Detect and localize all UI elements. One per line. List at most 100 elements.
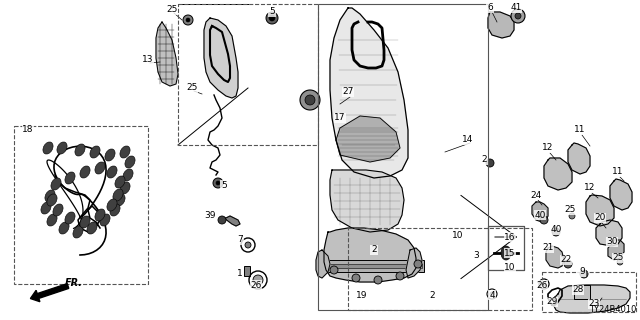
Bar bbox=[574, 285, 590, 299]
Text: 10: 10 bbox=[452, 230, 464, 239]
Text: 41: 41 bbox=[510, 4, 522, 12]
Polygon shape bbox=[324, 228, 416, 282]
Ellipse shape bbox=[105, 149, 115, 161]
Circle shape bbox=[396, 272, 404, 280]
Text: 2: 2 bbox=[371, 245, 377, 254]
Circle shape bbox=[569, 213, 575, 219]
Polygon shape bbox=[546, 246, 564, 268]
Ellipse shape bbox=[125, 156, 135, 168]
Polygon shape bbox=[596, 220, 622, 246]
Ellipse shape bbox=[41, 202, 51, 214]
Bar bbox=[14, 126, 148, 284]
Circle shape bbox=[330, 266, 338, 274]
Text: 39: 39 bbox=[204, 211, 216, 220]
Circle shape bbox=[352, 274, 360, 282]
Polygon shape bbox=[544, 158, 572, 190]
Text: 25: 25 bbox=[186, 84, 198, 92]
Bar bbox=[488, 226, 524, 270]
Text: 5: 5 bbox=[221, 180, 227, 189]
Circle shape bbox=[374, 276, 382, 284]
Ellipse shape bbox=[95, 162, 105, 174]
Ellipse shape bbox=[43, 142, 53, 154]
Text: 21: 21 bbox=[542, 244, 554, 252]
Text: 2: 2 bbox=[481, 156, 487, 164]
Ellipse shape bbox=[47, 214, 57, 226]
Polygon shape bbox=[586, 195, 614, 226]
Text: 3: 3 bbox=[473, 251, 479, 260]
Bar bbox=[488, 226, 524, 270]
Circle shape bbox=[300, 90, 320, 110]
Text: 14: 14 bbox=[462, 135, 474, 145]
Circle shape bbox=[490, 292, 494, 296]
Ellipse shape bbox=[65, 212, 75, 224]
Text: 12: 12 bbox=[542, 143, 554, 153]
Polygon shape bbox=[568, 143, 590, 174]
Circle shape bbox=[542, 282, 546, 286]
Circle shape bbox=[266, 12, 278, 24]
Polygon shape bbox=[488, 12, 514, 38]
Polygon shape bbox=[554, 285, 630, 313]
Text: 25: 25 bbox=[564, 205, 576, 214]
Ellipse shape bbox=[107, 199, 117, 211]
Bar bbox=[542, 272, 636, 312]
FancyArrow shape bbox=[31, 284, 68, 302]
Text: 2: 2 bbox=[429, 291, 435, 300]
Text: 11: 11 bbox=[574, 125, 586, 134]
Bar bbox=[324, 260, 424, 272]
Text: 10: 10 bbox=[504, 262, 516, 271]
Text: 11: 11 bbox=[612, 167, 624, 177]
Ellipse shape bbox=[123, 169, 133, 181]
Ellipse shape bbox=[115, 176, 125, 188]
Polygon shape bbox=[204, 18, 238, 98]
Bar bbox=[348, 228, 532, 310]
Text: 19: 19 bbox=[356, 291, 368, 300]
Polygon shape bbox=[336, 116, 400, 162]
Circle shape bbox=[414, 260, 422, 268]
Ellipse shape bbox=[80, 216, 90, 228]
Text: 30: 30 bbox=[606, 237, 618, 246]
Polygon shape bbox=[406, 248, 422, 278]
Bar bbox=[318, 4, 488, 310]
Bar bbox=[244, 266, 250, 276]
Circle shape bbox=[564, 260, 572, 268]
Polygon shape bbox=[330, 8, 408, 178]
Circle shape bbox=[216, 181, 220, 185]
Text: 40: 40 bbox=[534, 211, 546, 220]
Text: 40: 40 bbox=[550, 226, 562, 235]
Text: 4: 4 bbox=[489, 291, 495, 300]
Ellipse shape bbox=[80, 166, 90, 178]
Text: 6: 6 bbox=[487, 4, 493, 12]
Ellipse shape bbox=[100, 214, 110, 226]
Polygon shape bbox=[316, 250, 330, 278]
Circle shape bbox=[213, 178, 223, 188]
Text: 1: 1 bbox=[237, 268, 243, 277]
Circle shape bbox=[183, 15, 193, 25]
Text: 15: 15 bbox=[504, 249, 516, 258]
Text: 17: 17 bbox=[334, 114, 346, 123]
Circle shape bbox=[218, 216, 226, 224]
Ellipse shape bbox=[45, 190, 55, 202]
Circle shape bbox=[511, 9, 525, 23]
Text: 18: 18 bbox=[22, 125, 34, 134]
Ellipse shape bbox=[90, 146, 100, 158]
Polygon shape bbox=[608, 240, 624, 260]
Ellipse shape bbox=[47, 194, 57, 206]
Ellipse shape bbox=[65, 172, 75, 184]
Ellipse shape bbox=[73, 226, 83, 238]
Polygon shape bbox=[330, 170, 404, 232]
Circle shape bbox=[552, 228, 560, 236]
Text: 9: 9 bbox=[579, 268, 585, 276]
Ellipse shape bbox=[115, 194, 125, 206]
Polygon shape bbox=[610, 179, 632, 210]
Text: 25: 25 bbox=[612, 253, 624, 262]
Ellipse shape bbox=[120, 182, 130, 194]
Circle shape bbox=[253, 275, 263, 285]
Text: 23: 23 bbox=[588, 300, 600, 308]
Polygon shape bbox=[156, 22, 178, 86]
Text: 24: 24 bbox=[531, 190, 541, 199]
Ellipse shape bbox=[120, 146, 130, 158]
Text: 12: 12 bbox=[584, 183, 596, 193]
Text: 26: 26 bbox=[536, 281, 548, 290]
Text: 16: 16 bbox=[504, 233, 516, 242]
Circle shape bbox=[580, 270, 588, 278]
